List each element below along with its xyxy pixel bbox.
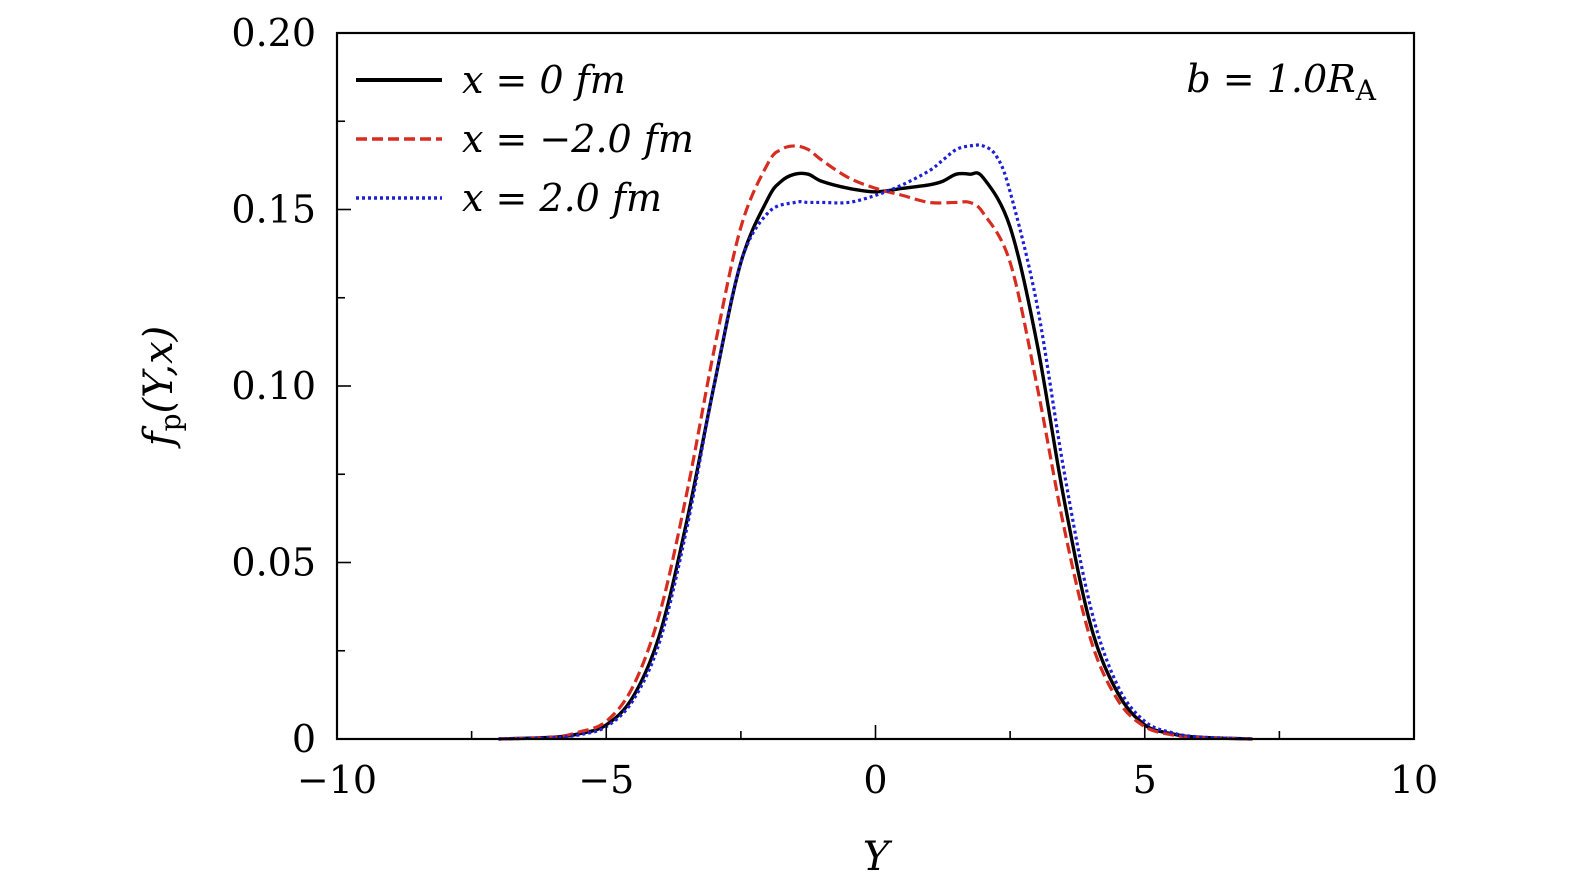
series-line-2 — [498, 144, 1253, 741]
y-axis-title-args: (Y,x) — [136, 326, 182, 414]
x-axis-title: Y — [863, 834, 893, 880]
y-axis-title-sub: p — [154, 413, 187, 431]
x-tick-label: −10 — [297, 758, 377, 802]
legend: x = 0 fm x = −2.0 fm x = 2.0 fm — [356, 58, 694, 220]
plot-lines — [498, 143, 1253, 741]
y-tick-label: 0 — [292, 717, 316, 761]
x-tick-label: 5 — [1133, 758, 1157, 802]
axis-ticks — [336, 32, 1415, 740]
annotation: b = 1.0RA — [1186, 57, 1376, 107]
y-tick-label: 0.20 — [231, 11, 316, 55]
legend-label-2: x = −2.0 fm — [462, 117, 694, 161]
y-axis-title: fp(Y,x) — [136, 326, 187, 449]
x-tick-label: 10 — [1390, 758, 1438, 802]
tick-labels: −10 −5 0 5 10 0 0.05 0.10 0.15 0.20 — [231, 11, 1438, 802]
series-line-1 — [498, 171, 1253, 741]
legend-label-3: x = 2.0 fm — [462, 176, 662, 220]
x-tick-label: 0 — [863, 758, 887, 802]
x-tick-label: −5 — [578, 758, 634, 802]
svg-text:fp(Y,x): fp(Y,x) — [136, 326, 187, 449]
y-tick-label: 0.15 — [231, 188, 316, 232]
y-tick-label: 0.05 — [231, 541, 316, 585]
y-tick-label: 0.10 — [231, 364, 316, 408]
annotation-text: b = 1.0R — [1186, 57, 1355, 101]
annotation-sub: A — [1355, 74, 1377, 107]
legend-label-1: x = 0 fm — [462, 58, 626, 102]
series-line-3 — [498, 143, 1253, 741]
